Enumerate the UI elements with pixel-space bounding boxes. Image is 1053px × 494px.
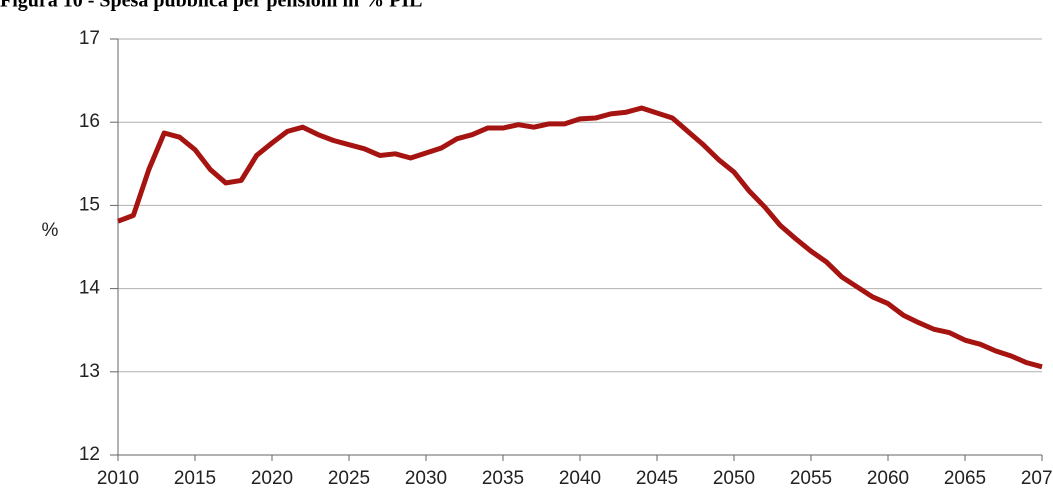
y-tick-label: 12 bbox=[79, 444, 100, 465]
x-tick-label: 2020 bbox=[251, 468, 293, 489]
x-tick-label: 2030 bbox=[405, 468, 447, 489]
x-tick-label: 2060 bbox=[867, 468, 909, 489]
y-tick-label: 15 bbox=[79, 194, 100, 215]
x-tick-label: 2065 bbox=[944, 468, 986, 489]
y-tick-label: 16 bbox=[79, 111, 100, 132]
x-tick-label: 2035 bbox=[482, 468, 524, 489]
chart-title: Figura 10 - Spesa pubblica per pensioni … bbox=[0, 0, 423, 12]
y-tick-label: 17 bbox=[79, 28, 100, 49]
x-tick-label: 2010 bbox=[97, 468, 139, 489]
y-tick-label: 14 bbox=[79, 278, 101, 299]
x-tick-label: 2070 bbox=[1021, 468, 1053, 489]
data-line bbox=[117, 105, 1043, 370]
y-axis-label: % bbox=[42, 220, 59, 241]
x-tick-label: 2040 bbox=[559, 468, 601, 489]
x-tick-label: 2025 bbox=[328, 468, 370, 489]
y-tick-label: 13 bbox=[79, 361, 100, 382]
x-tick-label: 2045 bbox=[636, 468, 678, 489]
x-tick-label: 2055 bbox=[790, 468, 832, 489]
x-tick-label: 2050 bbox=[713, 468, 755, 489]
x-tick-label: 2015 bbox=[174, 468, 216, 489]
